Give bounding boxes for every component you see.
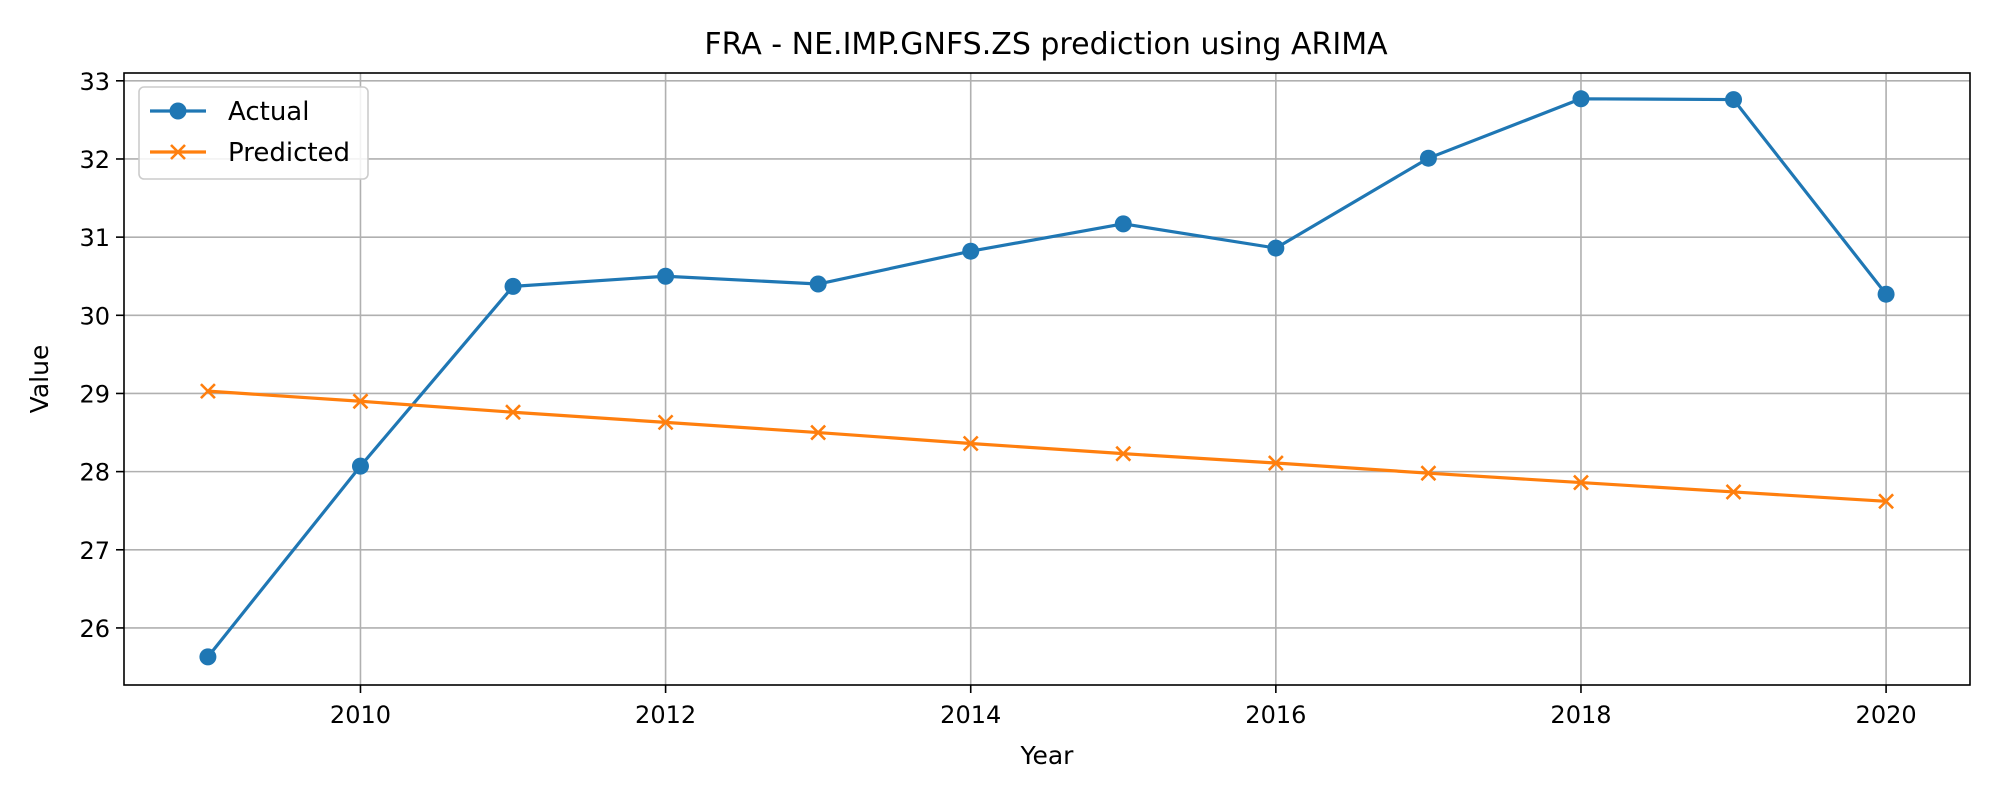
data-point xyxy=(809,275,827,293)
data-point xyxy=(1725,484,1742,500)
legend-label: Actual xyxy=(228,97,309,127)
data-point xyxy=(962,242,980,260)
data-point xyxy=(505,404,521,421)
data-point xyxy=(199,383,216,400)
data-point xyxy=(657,414,674,431)
y-axis-label: Value xyxy=(25,345,54,414)
data-point xyxy=(504,277,522,295)
series-actual xyxy=(199,90,1895,666)
x-tick-label: 2010 xyxy=(330,701,391,729)
data-point xyxy=(1572,90,1590,108)
x-tick-label: 2012 xyxy=(635,701,696,729)
data-point xyxy=(1267,455,1284,471)
data-point xyxy=(1114,215,1132,233)
data-point xyxy=(1419,149,1437,167)
y-tick-label: 30 xyxy=(79,302,110,330)
y-tick-label: 33 xyxy=(79,68,110,96)
legend-item-actual: Actual xyxy=(150,97,309,127)
data-point xyxy=(1725,91,1743,109)
y-tick-label: 29 xyxy=(79,380,110,408)
legend-label: Predicted xyxy=(228,138,350,168)
data-point xyxy=(199,648,217,666)
legend: Actual Predicted xyxy=(138,86,369,180)
legend-item-predicted: Predicted xyxy=(150,138,350,168)
x-tick-label: 2020 xyxy=(1856,701,1917,729)
legend-marker xyxy=(170,144,186,160)
axis-ticks: 2010 2012 2014 2016 2018 2020 26 27 28 29 30 31 32 33 xyxy=(79,68,1916,729)
x-tick-label: 2018 xyxy=(1550,701,1611,729)
data-point xyxy=(657,267,675,285)
x-tick-label: 2016 xyxy=(1245,701,1306,729)
plot-frame xyxy=(123,72,1971,686)
y-tick-label: 31 xyxy=(79,224,110,252)
data-point xyxy=(1115,445,1132,462)
series-layer xyxy=(199,90,1895,666)
series-predicted xyxy=(199,383,1895,510)
grid xyxy=(124,73,1970,685)
data-point xyxy=(1877,285,1895,303)
data-point xyxy=(1573,474,1589,491)
y-tick-label: 27 xyxy=(79,537,110,565)
data-point xyxy=(1267,239,1285,257)
data-point xyxy=(810,424,827,441)
x-tick-label: 2014 xyxy=(940,701,1001,729)
y-tick-label: 26 xyxy=(79,615,110,643)
series-line xyxy=(207,389,1887,503)
data-point xyxy=(1420,465,1437,482)
y-tick-label: 32 xyxy=(79,146,110,174)
series-line xyxy=(206,97,1888,658)
chart-title: FRA - NE.IMP.GNFS.ZS prediction using AR… xyxy=(704,27,1388,62)
data-point xyxy=(962,435,979,452)
data-point xyxy=(352,393,369,410)
y-tick-label: 28 xyxy=(79,459,110,487)
x-axis-label: Year xyxy=(1020,741,1075,770)
legend-marker xyxy=(169,102,187,120)
data-point xyxy=(1878,493,1895,510)
data-point xyxy=(351,457,369,475)
